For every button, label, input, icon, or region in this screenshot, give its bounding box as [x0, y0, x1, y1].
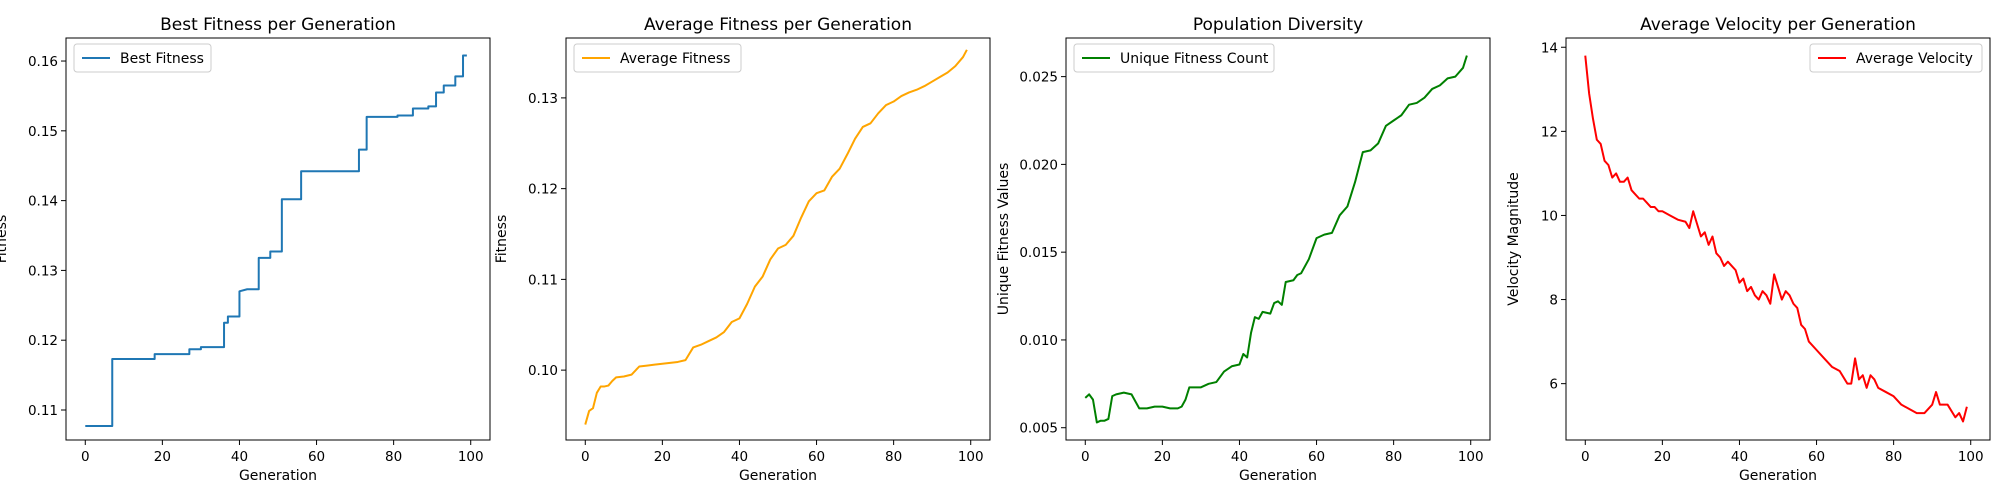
legend-box — [1073, 43, 1275, 73]
legend-box — [1809, 43, 1983, 73]
chart-title: Best Fitness per Generation — [160, 15, 396, 35]
plot-frame — [1065, 37, 1491, 441]
x-tick-label: 20 — [154, 449, 171, 465]
series-line-1 — [1584, 55, 1968, 423]
legend-label: Average Velocity — [1856, 51, 1973, 67]
series-line-1 — [584, 49, 968, 425]
legend-box — [73, 43, 212, 73]
plot-frame — [65, 37, 491, 441]
plot-frame — [1565, 37, 1991, 441]
legend-box — [573, 43, 742, 73]
chart-title: Average Fitness per Generation — [644, 15, 912, 35]
y-tick-label: 0.010 — [1019, 333, 1058, 349]
x-axis-label: Generation — [1239, 468, 1317, 484]
y-tick-label: 0.025 — [1019, 70, 1058, 86]
y-tick-label: 0.015 — [1019, 245, 1058, 261]
x-tick-label: 80 — [1885, 449, 1902, 465]
chart-panel-1: Best Fitness per Generation 0 20 40 60 80 100 0… — [0, 15, 491, 484]
y-tick-label: 0.12 — [528, 182, 558, 198]
y-tick-label: 0.10 — [528, 363, 558, 379]
x-axis-label: Generation — [1739, 468, 1817, 484]
x-axis-label: Generation — [239, 468, 317, 484]
y-tick-label: 14 — [1541, 40, 1558, 56]
chart-panel-4: Average Velocity per Generation 0 20 40 60 80… — [1506, 15, 1991, 484]
y-tick-label: 0.13 — [528, 91, 558, 107]
chart-panel-3: Population Diversity 0 20 40 60 80 100 0.005 0.0… — [996, 15, 1491, 484]
x-tick-label: 80 — [1385, 449, 1402, 465]
y-tick-label: 0.020 — [1019, 157, 1058, 173]
y-tick-label: 0.005 — [1019, 421, 1058, 437]
x-tick-label: 0 — [81, 449, 90, 465]
x-tick-label: 60 — [808, 449, 825, 465]
chart-title: Population Diversity — [1193, 15, 1363, 35]
y-tick-label: 6 — [1549, 377, 1558, 393]
series-line-1 — [1084, 55, 1468, 424]
y-tick-label: 0.11 — [528, 272, 558, 288]
x-tick-label: 0 — [1581, 449, 1590, 465]
x-axis-label: Generation — [739, 468, 817, 484]
y-axis-label: Fitness — [0, 215, 10, 264]
x-tick-label: 20 — [1654, 449, 1671, 465]
x-tick-label: 40 — [1731, 449, 1748, 465]
legend: Average Fitness — [573, 43, 742, 73]
y-tick-label: 0.12 — [28, 333, 58, 349]
legend-label: Average Fitness — [620, 51, 730, 67]
y-axis-label: Fitness — [494, 215, 510, 264]
x-tick-label: 40 — [1231, 449, 1248, 465]
y-tick-label: 10 — [1541, 208, 1558, 224]
legend: Unique Fitness Count — [1073, 43, 1275, 73]
x-tick-label: 60 — [308, 449, 325, 465]
y-tick-label: 8 — [1549, 293, 1558, 309]
chart-title: Average Velocity per Generation — [1640, 15, 1916, 35]
y-axis-label: Velocity Magnitude — [1506, 172, 1522, 306]
y-axis-label: Unique Fitness Values — [996, 163, 1012, 316]
x-tick-label: 100 — [1958, 449, 1984, 465]
y-tick-label: 0.16 — [28, 54, 58, 70]
x-tick-label: 100 — [958, 449, 984, 465]
y-tick-label: 0.14 — [28, 194, 58, 210]
x-tick-label: 80 — [385, 449, 402, 465]
x-tick-label: 60 — [1308, 449, 1325, 465]
x-tick-label: 60 — [1808, 449, 1825, 465]
y-tick-label: 12 — [1541, 124, 1558, 140]
y-tick-label: 0.11 — [28, 403, 58, 419]
x-tick-label: 100 — [458, 449, 484, 465]
y-tick-label: 0.15 — [28, 124, 58, 140]
legend: Average Velocity — [1809, 43, 1983, 73]
x-tick-label: 0 — [581, 449, 590, 465]
legend: Best Fitness — [73, 43, 212, 73]
chart-panel-2: Average Fitness per Generation 0 20 40 60 80 1… — [494, 15, 991, 484]
legend-label: Unique Fitness Count — [1120, 51, 1269, 67]
y-tick-label: 0.13 — [28, 263, 58, 279]
x-tick-label: 20 — [654, 449, 671, 465]
x-tick-label: 20 — [1154, 449, 1171, 465]
x-tick-label: 100 — [1458, 449, 1484, 465]
x-tick-label: 40 — [231, 449, 248, 465]
legend-label: Best Fitness — [120, 51, 204, 67]
x-tick-label: 0 — [1081, 449, 1090, 465]
x-tick-label: 40 — [731, 449, 748, 465]
series-line-1 — [85, 54, 467, 428]
x-tick-label: 80 — [885, 449, 902, 465]
plot-frame — [565, 37, 991, 441]
